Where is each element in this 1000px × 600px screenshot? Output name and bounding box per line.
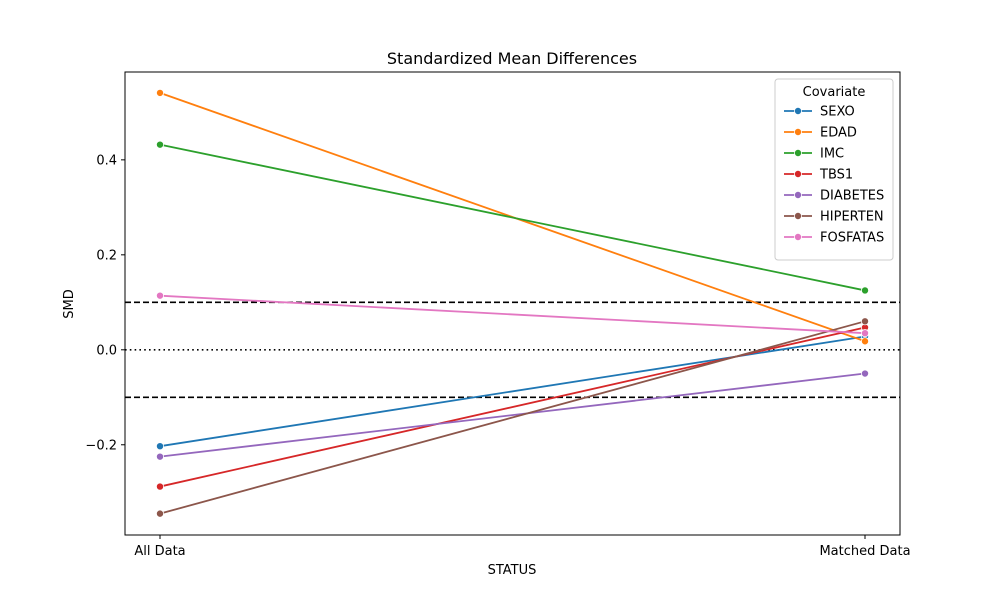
y-tick-label: −0.2: [85, 438, 117, 453]
data-point-edad: [861, 337, 870, 346]
data-point-diabetes: [155, 452, 164, 461]
legend-marker-hiperten: [794, 211, 803, 220]
chart-title: Standardized Mean Differences: [387, 49, 637, 68]
legend-box: [774, 78, 894, 261]
y-tick-label: 0.2: [96, 248, 117, 263]
legend-marker-sexo: [794, 107, 803, 116]
legend-label-fosfatas: FOSFATAS: [820, 231, 884, 246]
y-axis-title: SMD: [62, 289, 77, 318]
legend-label-imc: IMC: [820, 147, 844, 162]
legend-marker-tbs1: [794, 169, 803, 178]
data-point-sexo: [155, 442, 164, 451]
legend-label-hiperten: HIPERTEN: [820, 210, 884, 225]
y-tick-label: 0.4: [96, 153, 117, 168]
x-axis-title: STATUS: [488, 563, 537, 578]
data-point-imc: [861, 286, 870, 295]
data-point-edad: [155, 88, 164, 97]
legend-label-tbs1: TBS1: [819, 168, 853, 183]
x-tick-label: All Data: [134, 544, 185, 559]
legend: Covariate SEXO EDAD IMC TBS1 DIABETES HIPERTEN…: [774, 78, 894, 261]
legend-label-edad: EDAD: [820, 126, 857, 141]
series-line-tbs1: [159, 326, 866, 488]
plot-area: −0.2 0.0 0.2 0.4 All Data Matched Data: [85, 71, 911, 559]
data-point-hiperten: [155, 509, 164, 518]
series-line-hiperten: [159, 320, 866, 515]
series-line-fosfatas: [159, 294, 866, 335]
legend-marker-edad: [794, 127, 803, 136]
series-line-imc: [159, 143, 866, 292]
data-point-fosfatas: [155, 291, 164, 300]
legend-title: Covariate: [803, 85, 866, 100]
legend-marker-fosfatas: [794, 232, 803, 241]
y-tick-label: 0.0: [96, 343, 117, 358]
series-line-diabetes: [159, 372, 866, 458]
data-point-fosfatas: [861, 329, 870, 338]
legend-marker-imc: [794, 148, 803, 157]
data-point-tbs1: [155, 482, 164, 491]
series-line-sexo: [159, 335, 866, 448]
data-point-hiperten: [861, 317, 870, 326]
x-tick-label: Matched Data: [819, 544, 910, 559]
data-point-imc: [155, 140, 164, 149]
legend-label-diabetes: DIABETES: [820, 189, 884, 204]
legend-label-sexo: SEXO: [820, 105, 855, 120]
plot-frame: [124, 71, 901, 536]
data-point-diabetes: [861, 369, 870, 378]
legend-marker-diabetes: [794, 190, 803, 199]
